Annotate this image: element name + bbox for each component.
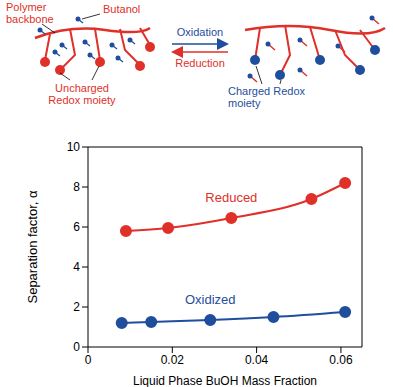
svg-text:8: 8 xyxy=(73,180,80,194)
svg-text:Reduced: Reduced xyxy=(205,190,257,205)
svg-text:Separation factor, α: Separation factor, α xyxy=(25,190,40,304)
svg-text:0.04: 0.04 xyxy=(245,353,269,367)
svg-text:0.02: 0.02 xyxy=(161,353,185,367)
svg-text:4: 4 xyxy=(73,260,80,274)
svg-text:Reduction: Reduction xyxy=(175,57,225,69)
svg-text:Butanol: Butanol xyxy=(103,3,140,15)
svg-text:2: 2 xyxy=(73,300,80,314)
svg-text:Uncharged: Uncharged xyxy=(55,82,109,94)
svg-text:0.06: 0.06 xyxy=(329,353,353,367)
svg-text:Charged Redox: Charged Redox xyxy=(228,85,306,97)
svg-text:Oxidized: Oxidized xyxy=(185,292,236,307)
svg-text:moiety: moiety xyxy=(228,97,261,109)
svg-text:Liquid Phase BuOH Mass Fractio: Liquid Phase BuOH Mass Fraction xyxy=(133,374,317,387)
svg-text:0: 0 xyxy=(73,340,80,354)
svg-text:6: 6 xyxy=(73,220,80,234)
svg-text:0: 0 xyxy=(85,353,92,367)
svg-text:Oxidation: Oxidation xyxy=(177,26,223,38)
svg-text:backbone: backbone xyxy=(6,13,54,25)
svg-text:Redox moiety: Redox moiety xyxy=(48,94,116,106)
svg-text:10: 10 xyxy=(67,140,81,154)
svg-text:Polymer: Polymer xyxy=(6,1,47,13)
